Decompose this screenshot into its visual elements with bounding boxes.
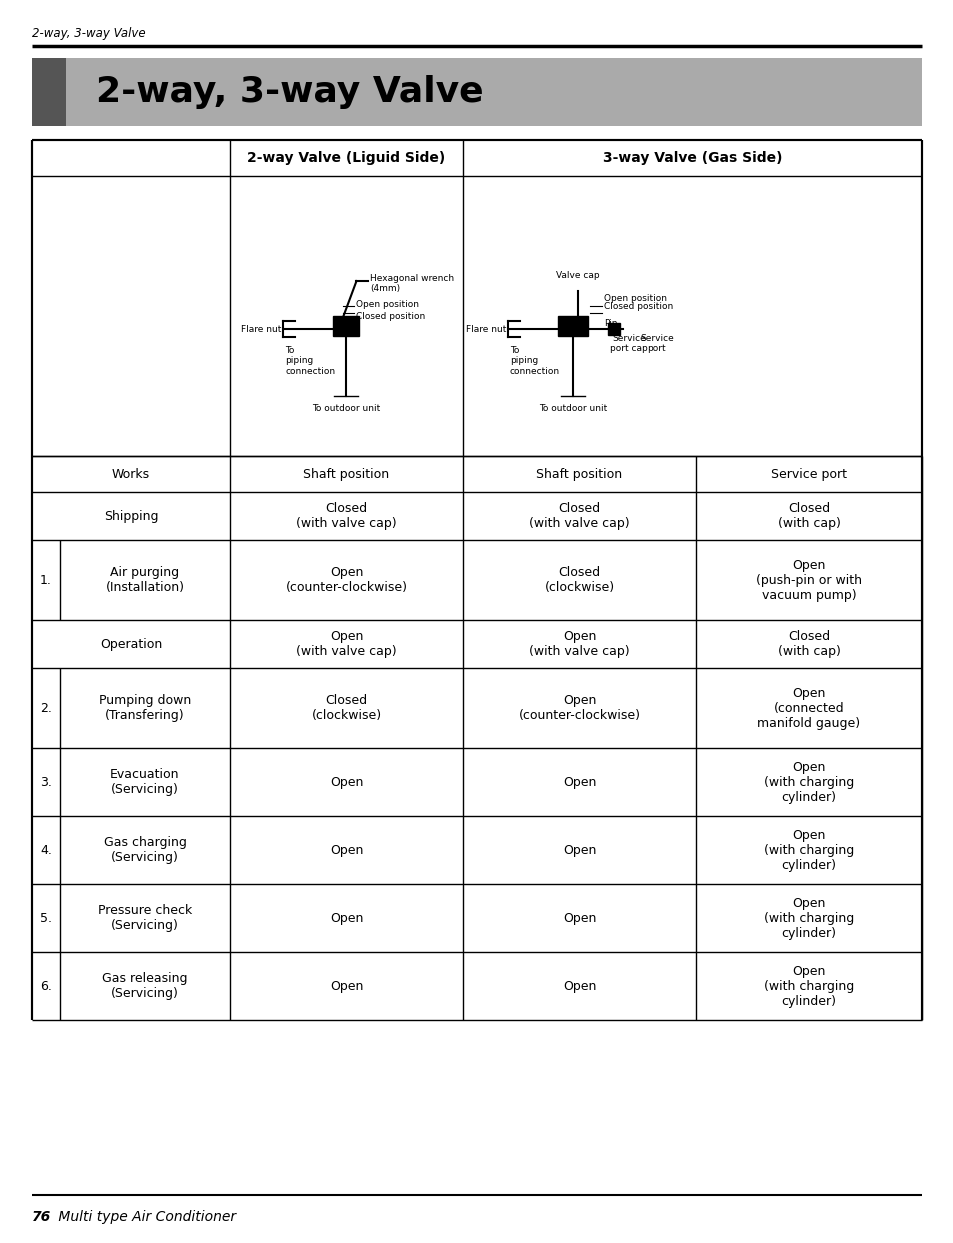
Text: 4.: 4.	[40, 844, 51, 856]
Bar	[558, 316, 587, 336]
Text: 1.: 1.	[40, 573, 51, 587]
Text: Operation: Operation	[100, 638, 162, 650]
Text: Works: Works	[112, 467, 150, 481]
Text: Open: Open	[330, 844, 363, 856]
Text: Air purging
(Installation): Air purging (Installation)	[106, 566, 184, 594]
Text: Shipping: Shipping	[104, 510, 158, 522]
Text: Open
(with charging
cylinder): Open (with charging cylinder)	[763, 965, 853, 1008]
Text: Gas releasing
(Servicing): Gas releasing (Servicing)	[102, 972, 188, 1001]
Text: Pumping down
(Transfering): Pumping down (Transfering)	[99, 694, 191, 722]
Text: Open
(with charging
cylinder): Open (with charging cylinder)	[763, 829, 853, 871]
Bar	[334, 316, 359, 336]
Text: 2.: 2.	[40, 701, 51, 715]
Text: Open: Open	[330, 911, 363, 925]
Text: Open
(counter-clockwise): Open (counter-clockwise)	[285, 566, 407, 594]
Text: 2-way, 3-way Valve: 2-way, 3-way Valve	[32, 26, 146, 40]
Text: 6.: 6.	[40, 979, 51, 992]
Text: Shaft position: Shaft position	[536, 467, 622, 481]
Text: Closed position: Closed position	[603, 302, 673, 311]
Text: Evacuation
(Servicing): Evacuation (Servicing)	[111, 768, 179, 796]
Bar	[32, 58, 66, 126]
Text: Open: Open	[562, 844, 596, 856]
Bar	[66, 58, 921, 126]
Text: Closed
(clockwise): Closed (clockwise)	[544, 566, 614, 594]
Text: Open
(push-pin or with
vacuum pump): Open (push-pin or with vacuum pump)	[755, 558, 862, 602]
Text: Closed
(with valve cap): Closed (with valve cap)	[529, 502, 629, 530]
Text: Hexagonal wrench
(4mm): Hexagonal wrench (4mm)	[370, 273, 455, 293]
Text: To outdoor unit: To outdoor unit	[312, 404, 380, 413]
Text: Open: Open	[562, 911, 596, 925]
Text: Flare nut: Flare nut	[465, 324, 505, 333]
Text: Open
(counter-clockwise): Open (counter-clockwise)	[518, 694, 639, 722]
Text: Multi type Air Conditioner: Multi type Air Conditioner	[54, 1209, 236, 1224]
Text: To outdoor unit: To outdoor unit	[538, 404, 606, 413]
Text: Closed position: Closed position	[356, 312, 425, 321]
Text: Open: Open	[330, 776, 363, 788]
Text: To
piping
connection: To piping connection	[285, 346, 335, 375]
Text: Pressure check
(Servicing): Pressure check (Servicing)	[98, 904, 192, 932]
Text: Shaft position: Shaft position	[303, 467, 389, 481]
Text: Service
port cap: Service port cap	[609, 334, 647, 353]
Text: Closed
(with valve cap): Closed (with valve cap)	[295, 502, 396, 530]
Text: 3.: 3.	[40, 776, 51, 788]
Text: Open: Open	[562, 979, 596, 992]
Text: Open
(with charging
cylinder): Open (with charging cylinder)	[763, 896, 853, 940]
Text: Open: Open	[330, 979, 363, 992]
Text: Open
(with valve cap): Open (with valve cap)	[295, 630, 396, 658]
Text: 5.: 5.	[40, 911, 52, 925]
Text: To
piping
connection: To piping connection	[510, 346, 559, 375]
Text: Service port: Service port	[770, 467, 846, 481]
Text: Closed
(with cap): Closed (with cap)	[777, 502, 840, 530]
Text: Open
(with valve cap): Open (with valve cap)	[529, 630, 629, 658]
Text: Open
(connected
manifold gauge): Open (connected manifold gauge)	[757, 686, 860, 730]
Text: Closed
(clockwise): Closed (clockwise)	[311, 694, 381, 722]
Text: 2-way, 3-way Valve: 2-way, 3-way Valve	[96, 75, 483, 109]
Bar	[607, 323, 619, 336]
Text: Pin: Pin	[603, 318, 617, 327]
Text: 2-way Valve (Liguid Side): 2-way Valve (Liguid Side)	[247, 150, 445, 165]
Text: Flare nut: Flare nut	[241, 324, 281, 333]
Text: 3-way Valve (Gas Side): 3-way Valve (Gas Side)	[602, 150, 781, 165]
Text: Open: Open	[562, 776, 596, 788]
Text: Gas charging
(Servicing): Gas charging (Servicing)	[104, 837, 186, 864]
Text: Service
port: Service port	[639, 334, 673, 353]
Text: Closed
(with cap): Closed (with cap)	[777, 630, 840, 658]
Text: Open position: Open position	[356, 300, 419, 308]
Text: Open
(with charging
cylinder): Open (with charging cylinder)	[763, 761, 853, 803]
Text: Valve cap: Valve cap	[556, 271, 599, 280]
Text: Open position: Open position	[603, 293, 666, 302]
Text: 76: 76	[32, 1209, 51, 1224]
